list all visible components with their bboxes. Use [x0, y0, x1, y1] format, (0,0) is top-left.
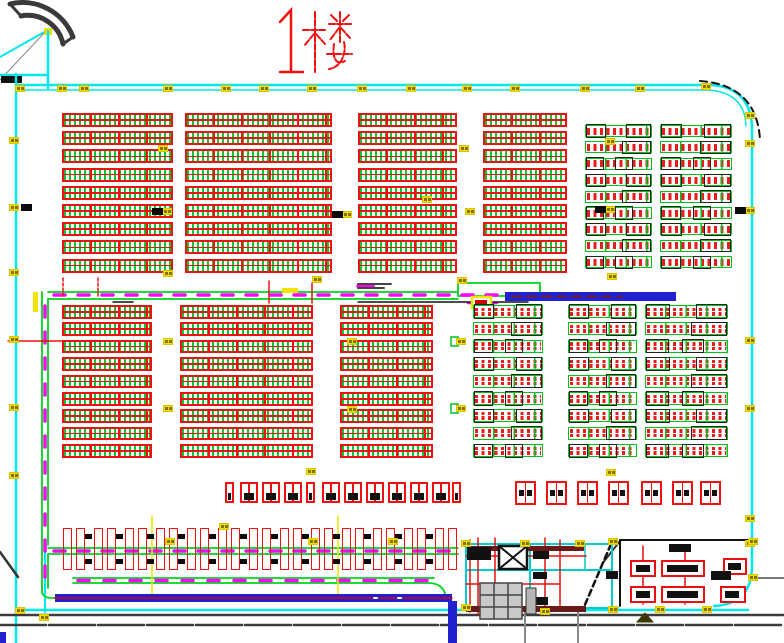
- plan-shape: [450, 403, 459, 414]
- plan-shape: [533, 572, 547, 579]
- plan-shape: [282, 288, 298, 293]
- plan-shape: [475, 300, 487, 304]
- plan-shape: [15, 89, 747, 127]
- plan-shape: [636, 565, 650, 572]
- floor-title-1: [278, 6, 293, 74]
- plan-shape: [0, 30, 47, 58]
- plan-shape: [669, 544, 691, 552]
- plan-shape: [606, 571, 618, 579]
- plan-shape: [33, 292, 38, 312]
- plan-shape: [41, 591, 58, 599]
- plan-shape: [303, 33, 315, 47]
- plan-shape: [340, 27, 351, 39]
- plan-shape: [332, 43, 346, 64]
- plan-shape: [0, 632, 6, 643]
- plan-shape: [533, 551, 549, 559]
- plan-shape: [479, 582, 523, 620]
- wall-right: [712, 124, 754, 608]
- plan-shape: [667, 565, 698, 572]
- plan-shape: [8, 2, 23, 18]
- plan-shape: [18, 12, 66, 47]
- plan-shape: [329, 27, 340, 41]
- door-swing-arc: [7, 0, 76, 40]
- plan-shape: [1, 76, 22, 83]
- stair-block: [479, 582, 523, 620]
- plan-shape: [330, 14, 338, 22]
- plan-shape: [0, 30, 47, 81]
- plan-shape: [61, 35, 75, 46]
- plan-shape: [0, 550, 20, 579]
- plan-shape: [635, 612, 655, 623]
- plan-shape: [530, 597, 548, 605]
- plan-shape: [667, 591, 698, 598]
- plan-shape: [467, 547, 491, 560]
- plan-shape: [481, 305, 486, 308]
- plan-shape: [450, 336, 459, 347]
- plan-shape: [342, 14, 350, 22]
- plan-shape: [699, 80, 761, 141]
- plan-shape: [498, 545, 528, 570]
- plan-shape: [711, 571, 731, 580]
- plan-shape: [728, 563, 741, 570]
- plan-shape: [525, 587, 537, 615]
- stair-diagonal: [582, 542, 613, 609]
- plan-shape: [328, 41, 346, 70]
- plan-shape: [636, 591, 650, 598]
- plan-shape: [725, 591, 739, 598]
- wall-top: [14, 83, 754, 128]
- plan-shape: [315, 33, 326, 45]
- plan-shape: [448, 601, 457, 643]
